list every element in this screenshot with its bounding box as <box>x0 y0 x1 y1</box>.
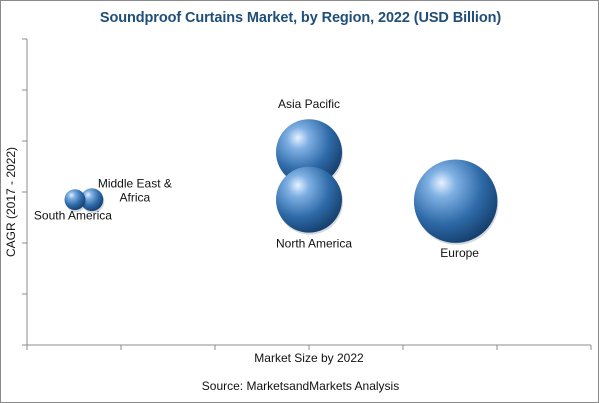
bubble-south-america <box>64 189 86 211</box>
data-label-europe: Europe <box>440 246 479 260</box>
x-axis-title: Market Size by 2022 <box>254 351 364 365</box>
source-note: Source: MarketsandMarkets Analysis <box>201 379 400 393</box>
chart-title: Soundproof Curtains Market, by Region, 2… <box>99 10 502 26</box>
bubble-middle-east-and-africa <box>80 188 104 212</box>
y-axis-title: CAGR (2017 - 2022) <box>4 147 18 257</box>
data-label-south-america: South America <box>34 209 112 223</box>
bubble-north-america <box>276 166 342 233</box>
bubble-asia-pacific <box>276 119 342 186</box>
data-label-asia-pacific: Asia Pacific <box>278 97 340 111</box>
data-label-north-america: North America <box>276 237 352 251</box>
data-label-middle-east-and-africa: Middle East & Africa <box>98 177 172 205</box>
bubble-europe <box>413 159 498 243</box>
